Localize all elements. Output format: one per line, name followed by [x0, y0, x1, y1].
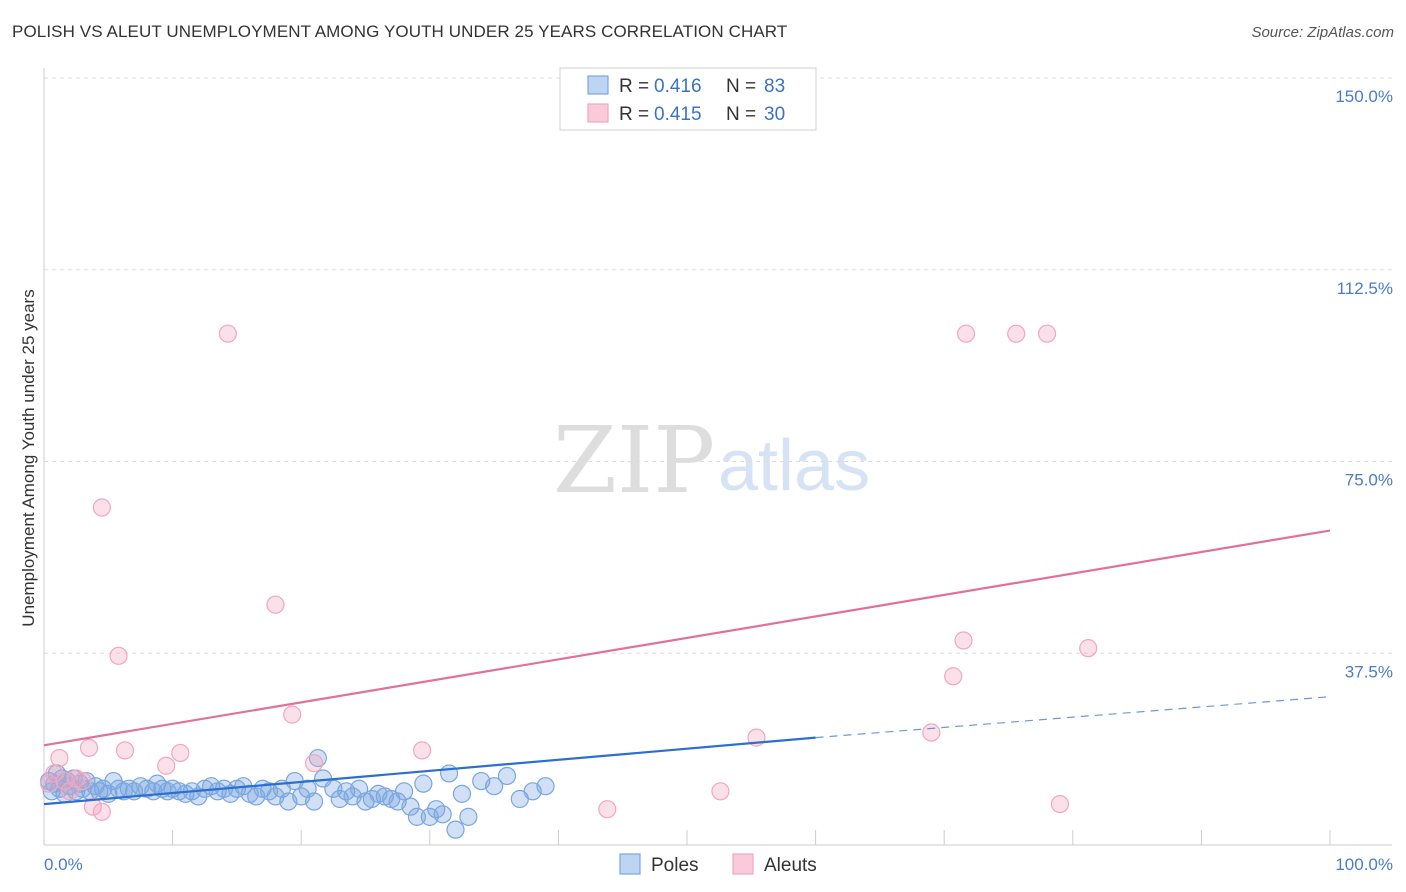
aleuts-point-3 [55, 771, 74, 791]
trend-lines [43, 529, 1331, 806]
poles-trend-line [43, 736, 816, 806]
aleuts-r-value: 0.415 [654, 104, 702, 125]
aleuts-n-value: 30 [764, 104, 785, 125]
aleuts-bottom-label: Aleuts [764, 855, 817, 876]
poles-point-72 [433, 805, 452, 824]
y-tick-label-2: 112.5% [1337, 279, 1393, 298]
poles-point-75 [452, 784, 472, 803]
series-legend: Poles Aleuts [619, 853, 817, 876]
aleuts-point-26 [954, 631, 973, 650]
aleuts-point-27 [1007, 324, 1026, 343]
poles-point-76 [459, 807, 478, 826]
aleuts-point-16 [266, 595, 285, 614]
aleuts-trend-line [43, 529, 1331, 747]
aleuts-point-11 [109, 646, 128, 665]
aleuts-point-15 [218, 324, 237, 343]
aleuts-point-25 [956, 324, 976, 343]
aleuts-point-8 [83, 797, 102, 816]
poles-point-52 [304, 792, 324, 811]
poles-n-label: N = [726, 76, 756, 97]
poles-point-69 [414, 774, 433, 793]
poles-trend-extension [815, 696, 1331, 739]
aleuts-point-0 [40, 774, 59, 793]
y-axis-title: Unemployment Among Youth under 25 years [19, 289, 38, 626]
aleuts-points [40, 324, 1098, 821]
aleuts-bottom-swatch [732, 853, 754, 875]
poles-n-value: 83 [764, 76, 785, 97]
aleuts-n-label: N = [726, 104, 756, 125]
aleuts-point-12 [115, 741, 135, 760]
x-tick-labels: 0.0% 100.0% [44, 855, 1393, 874]
aleuts-point-18 [304, 754, 324, 773]
watermark-atlas: atlas [718, 426, 870, 506]
aleuts-point-2 [50, 748, 69, 768]
poles-point-74 [446, 820, 465, 839]
aleuts-point-6 [73, 771, 92, 791]
aleuts-point-9 [92, 802, 111, 821]
poles-point-79 [497, 766, 517, 786]
grid-lines [44, 77, 1392, 654]
aleuts-r-label: R = [619, 104, 649, 125]
poles-point-66 [394, 782, 414, 801]
poles-points [40, 748, 555, 839]
source-label: Source: ZipAtlas.com [1251, 24, 1394, 41]
y-tick-label-1: 75.0% [1345, 471, 1393, 490]
poles-point-73 [439, 764, 459, 783]
aleuts-point-10 [92, 498, 111, 517]
poles-point-17 [94, 779, 113, 798]
aleuts-point-19 [412, 741, 432, 760]
poles-point-78 [485, 777, 504, 796]
watermark-zip: ZIP [553, 407, 715, 514]
chart-title: POLISH VS ALEUT UNEMPLOYMENT AMONG YOUTH… [12, 22, 788, 41]
aleuts-point-28 [1037, 324, 1057, 343]
aleuts-point-30 [1050, 794, 1070, 814]
aleuts-point-7 [79, 738, 99, 757]
aleuts-legend-swatch [587, 103, 609, 123]
poles-point-68 [407, 807, 427, 826]
y-tick-label-0: 37.5% [1345, 662, 1393, 681]
correlation-legend: R = 0.416 N = 83 R = 0.415 N = 30 [559, 67, 817, 131]
aleuts-point-13 [157, 756, 176, 775]
x-tick-label-0: 0.0% [44, 855, 83, 874]
poles-legend-swatch [587, 75, 609, 95]
poles-point-21 [114, 782, 133, 801]
y-tick-labels: 37.5% 75.0% 112.5% 150.0% [1335, 87, 1393, 681]
aleuts-point-14 [171, 743, 190, 763]
poles-r-value: 0.416 [654, 76, 702, 97]
aleuts-point-24 [944, 667, 963, 686]
poles-point-67 [401, 797, 420, 816]
aleuts-point-17 [283, 705, 302, 724]
aleuts-point-23 [922, 723, 941, 742]
poles-point-82 [536, 777, 555, 796]
aleuts-point-20 [598, 800, 617, 819]
aleuts-point-29 [1079, 639, 1098, 658]
axes [43, 68, 1392, 846]
x-tick-label-1: 100.0% [1335, 855, 1393, 874]
y-tick-label-3: 150.0% [1335, 87, 1393, 106]
poles-bottom-label: Poles [651, 855, 699, 876]
poles-bottom-swatch [619, 853, 641, 875]
aleuts-point-21 [711, 782, 730, 801]
poles-r-label: R = [619, 76, 649, 97]
